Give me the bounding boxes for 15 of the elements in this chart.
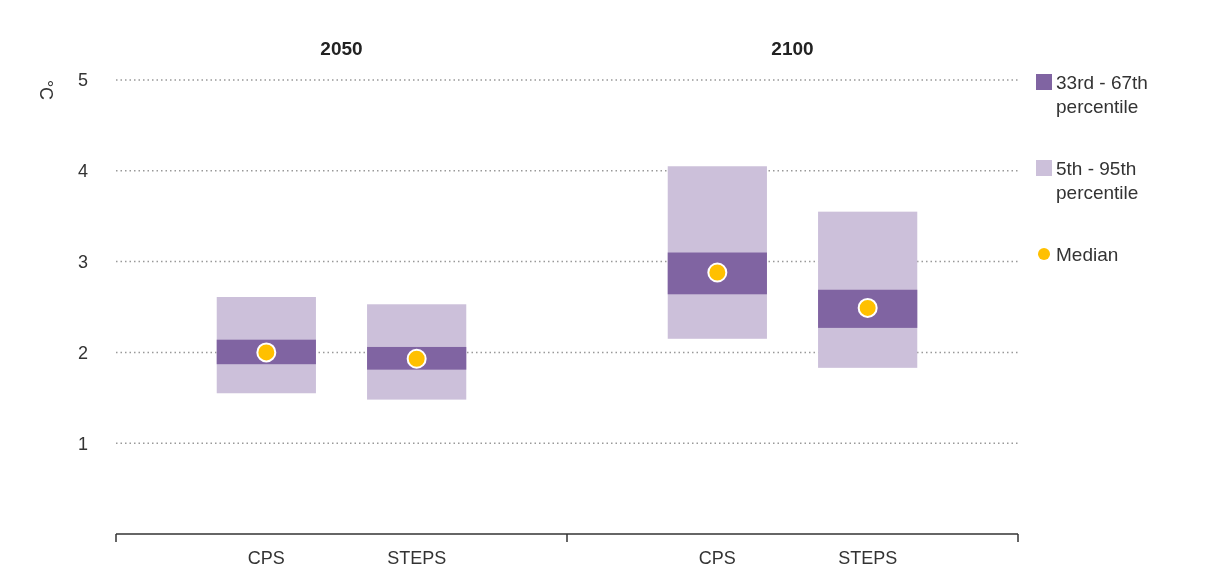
x-tick-label: STEPS (838, 548, 898, 569)
text: 2050 (320, 37, 363, 59)
legend-label: 33rd - 67th percentile (1056, 71, 1148, 118)
legend-label: Median (1056, 243, 1119, 265)
legend-label: 5th - 95th percentile (1056, 157, 1139, 204)
y-tick-label: 5 (77, 70, 89, 91)
x-tick-label: STEPS (387, 548, 447, 569)
y-tick-label: 4 (77, 161, 89, 182)
y-tick-label: 1 (77, 433, 89, 454)
x-tick-label: CPS (698, 548, 736, 569)
x-tick-label: CPS (247, 548, 285, 569)
text: 2100 (771, 37, 814, 59)
y-tick-label: 3 (77, 251, 89, 272)
y-tick-label: 2 (77, 342, 89, 363)
y-axis-title: °C (36, 79, 56, 101)
